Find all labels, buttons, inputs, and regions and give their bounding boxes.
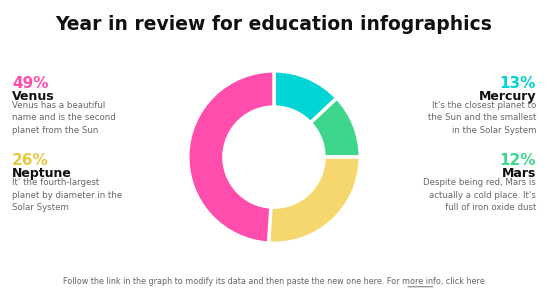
Wedge shape — [269, 157, 360, 243]
Text: It' the fourth-largest
planet by diameter in the
Solar System: It' the fourth-largest planet by diamete… — [12, 178, 122, 212]
Wedge shape — [311, 98, 360, 157]
Text: Neptune: Neptune — [12, 167, 72, 180]
Text: 13%: 13% — [500, 76, 536, 91]
Text: Venus: Venus — [12, 90, 55, 103]
Text: Year in review for education infographics: Year in review for education infographic… — [55, 15, 493, 34]
Text: Follow the link in the graph to modify its data and then paste the new one here.: Follow the link in the graph to modify i… — [63, 277, 485, 286]
Wedge shape — [274, 71, 337, 123]
Text: Despite being red, Mars is
actually a cold place. It's
full of iron oxide dust: Despite being red, Mars is actually a co… — [423, 178, 536, 212]
Wedge shape — [188, 71, 274, 243]
Text: Venus has a beautiful
name and is the second
planet from the Sun: Venus has a beautiful name and is the se… — [12, 101, 116, 135]
Text: It's the closest planet to
the Sun and the smallest
in the Solar System: It's the closest planet to the Sun and t… — [427, 101, 536, 135]
Text: Mars: Mars — [501, 167, 536, 180]
Text: Mercury: Mercury — [478, 90, 536, 103]
Text: 26%: 26% — [12, 153, 49, 168]
Text: 49%: 49% — [12, 76, 49, 91]
Text: 12%: 12% — [499, 153, 536, 168]
